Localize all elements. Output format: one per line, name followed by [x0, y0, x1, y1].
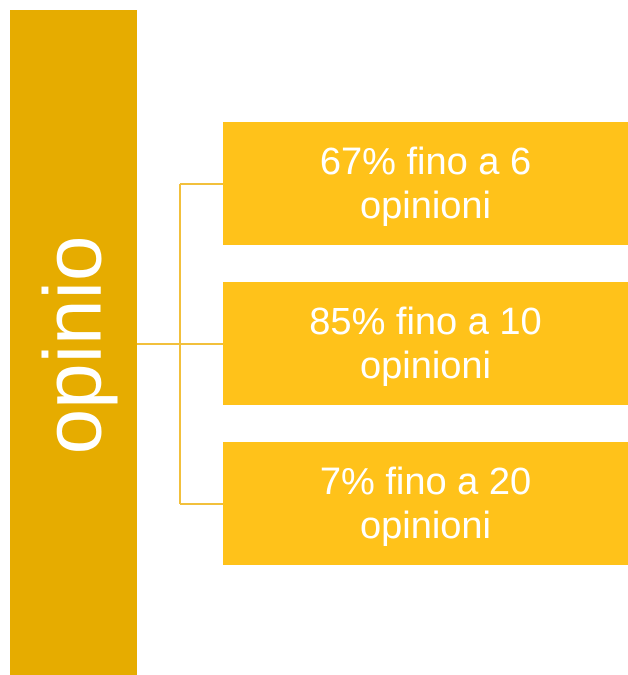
sidebar: opinio [10, 10, 137, 675]
item-box: 67% fino a 6 opinioni [223, 122, 628, 245]
item-box: 7% fino a 20 opinioni [223, 442, 628, 565]
sidebar-label: opinio [28, 236, 119, 455]
sidebar-label-area: opinio [28, 236, 119, 455]
item-label: 7% fino a 20 opinioni [319, 460, 532, 547]
item-box: 85% fino a 10 opinioni [223, 282, 628, 405]
item-label: 67% fino a 6 opinioni [319, 140, 532, 227]
item-label: 85% fino a 10 opinioni [309, 300, 542, 387]
